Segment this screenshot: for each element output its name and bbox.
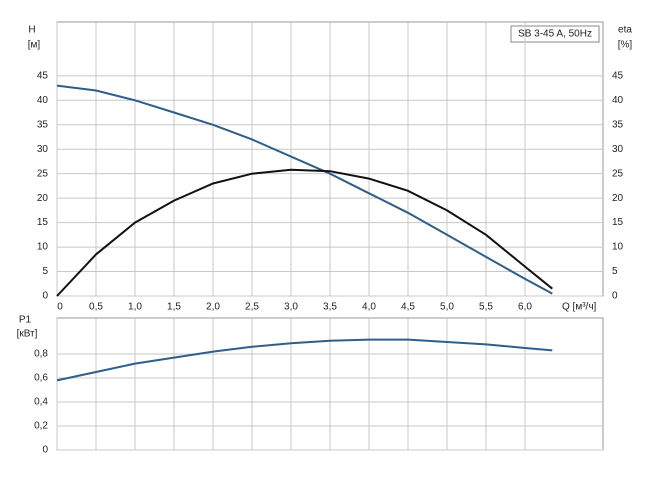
- y2-tick-label: 45: [612, 70, 624, 81]
- x-tick-label: 0: [57, 302, 63, 313]
- y2-tick-label: 40: [612, 95, 624, 106]
- y2-axis-label: eta: [618, 25, 632, 36]
- y2-tick-label: 20: [612, 193, 624, 204]
- y-tick-label: 0: [42, 445, 48, 456]
- y2-tick-label: 15: [612, 217, 624, 228]
- y-tick-label: 25: [37, 168, 49, 179]
- chart-title: SB 3-45 A, 50Hz: [518, 29, 592, 40]
- y-axis-label: H: [28, 25, 35, 36]
- x-tick-label: 3,5: [323, 302, 337, 313]
- x-tick-label: 2,5: [245, 302, 259, 313]
- x-tick-label: 3,0: [284, 302, 298, 313]
- x-tick-label: 4,0: [362, 302, 376, 313]
- y-tick-label: 40: [37, 95, 49, 106]
- x-tick-label: 5,5: [479, 302, 493, 313]
- y-tick-label: 20: [37, 193, 49, 204]
- y-tick-label: 15: [37, 217, 49, 228]
- x-tick-label: 5,0: [440, 302, 454, 313]
- y-tick-label: 10: [37, 242, 49, 253]
- x-axis-label: Q [м³/ч]: [562, 302, 597, 313]
- y-tick-label: 30: [37, 144, 49, 155]
- y-tick-label: 45: [37, 70, 49, 81]
- y2-axis-unit: [%]: [618, 40, 633, 51]
- x-tick-label: 6,0: [518, 302, 532, 313]
- x-tick-label: 4,5: [401, 302, 415, 313]
- y2-tick-label: 5: [612, 266, 618, 277]
- y-tick-label: 5: [42, 266, 48, 277]
- y-tick-label: 0: [42, 291, 48, 302]
- y2-tick-label: 35: [612, 119, 624, 130]
- legend-box: [510, 25, 600, 43]
- y2-tick-label: 10: [612, 242, 624, 253]
- y-tick-label: 0,6: [34, 373, 48, 384]
- y-axis-unit: [м]: [28, 40, 41, 51]
- y2-tick-label: 25: [612, 168, 624, 179]
- y-tick-label: 0,4: [34, 397, 48, 408]
- x-tick-label: 2,0: [206, 302, 220, 313]
- y2-tick-label: 0: [612, 291, 618, 302]
- y-axis-unit: [кВт]: [17, 329, 38, 340]
- curve-1: [56, 168, 553, 297]
- curve-0: [56, 84, 553, 295]
- x-tick-label: 0,5: [89, 302, 103, 313]
- y-tick-label: 0,8: [34, 349, 48, 360]
- x-tick-label: 1,5: [167, 302, 181, 313]
- y-tick-label: 35: [37, 119, 49, 130]
- x-tick-label: 1,0: [128, 302, 142, 313]
- y-tick-label: 0,2: [34, 421, 48, 432]
- y-axis-label: P1: [19, 315, 32, 326]
- y2-tick-label: 30: [612, 144, 624, 155]
- curve-0: [56, 338, 553, 382]
